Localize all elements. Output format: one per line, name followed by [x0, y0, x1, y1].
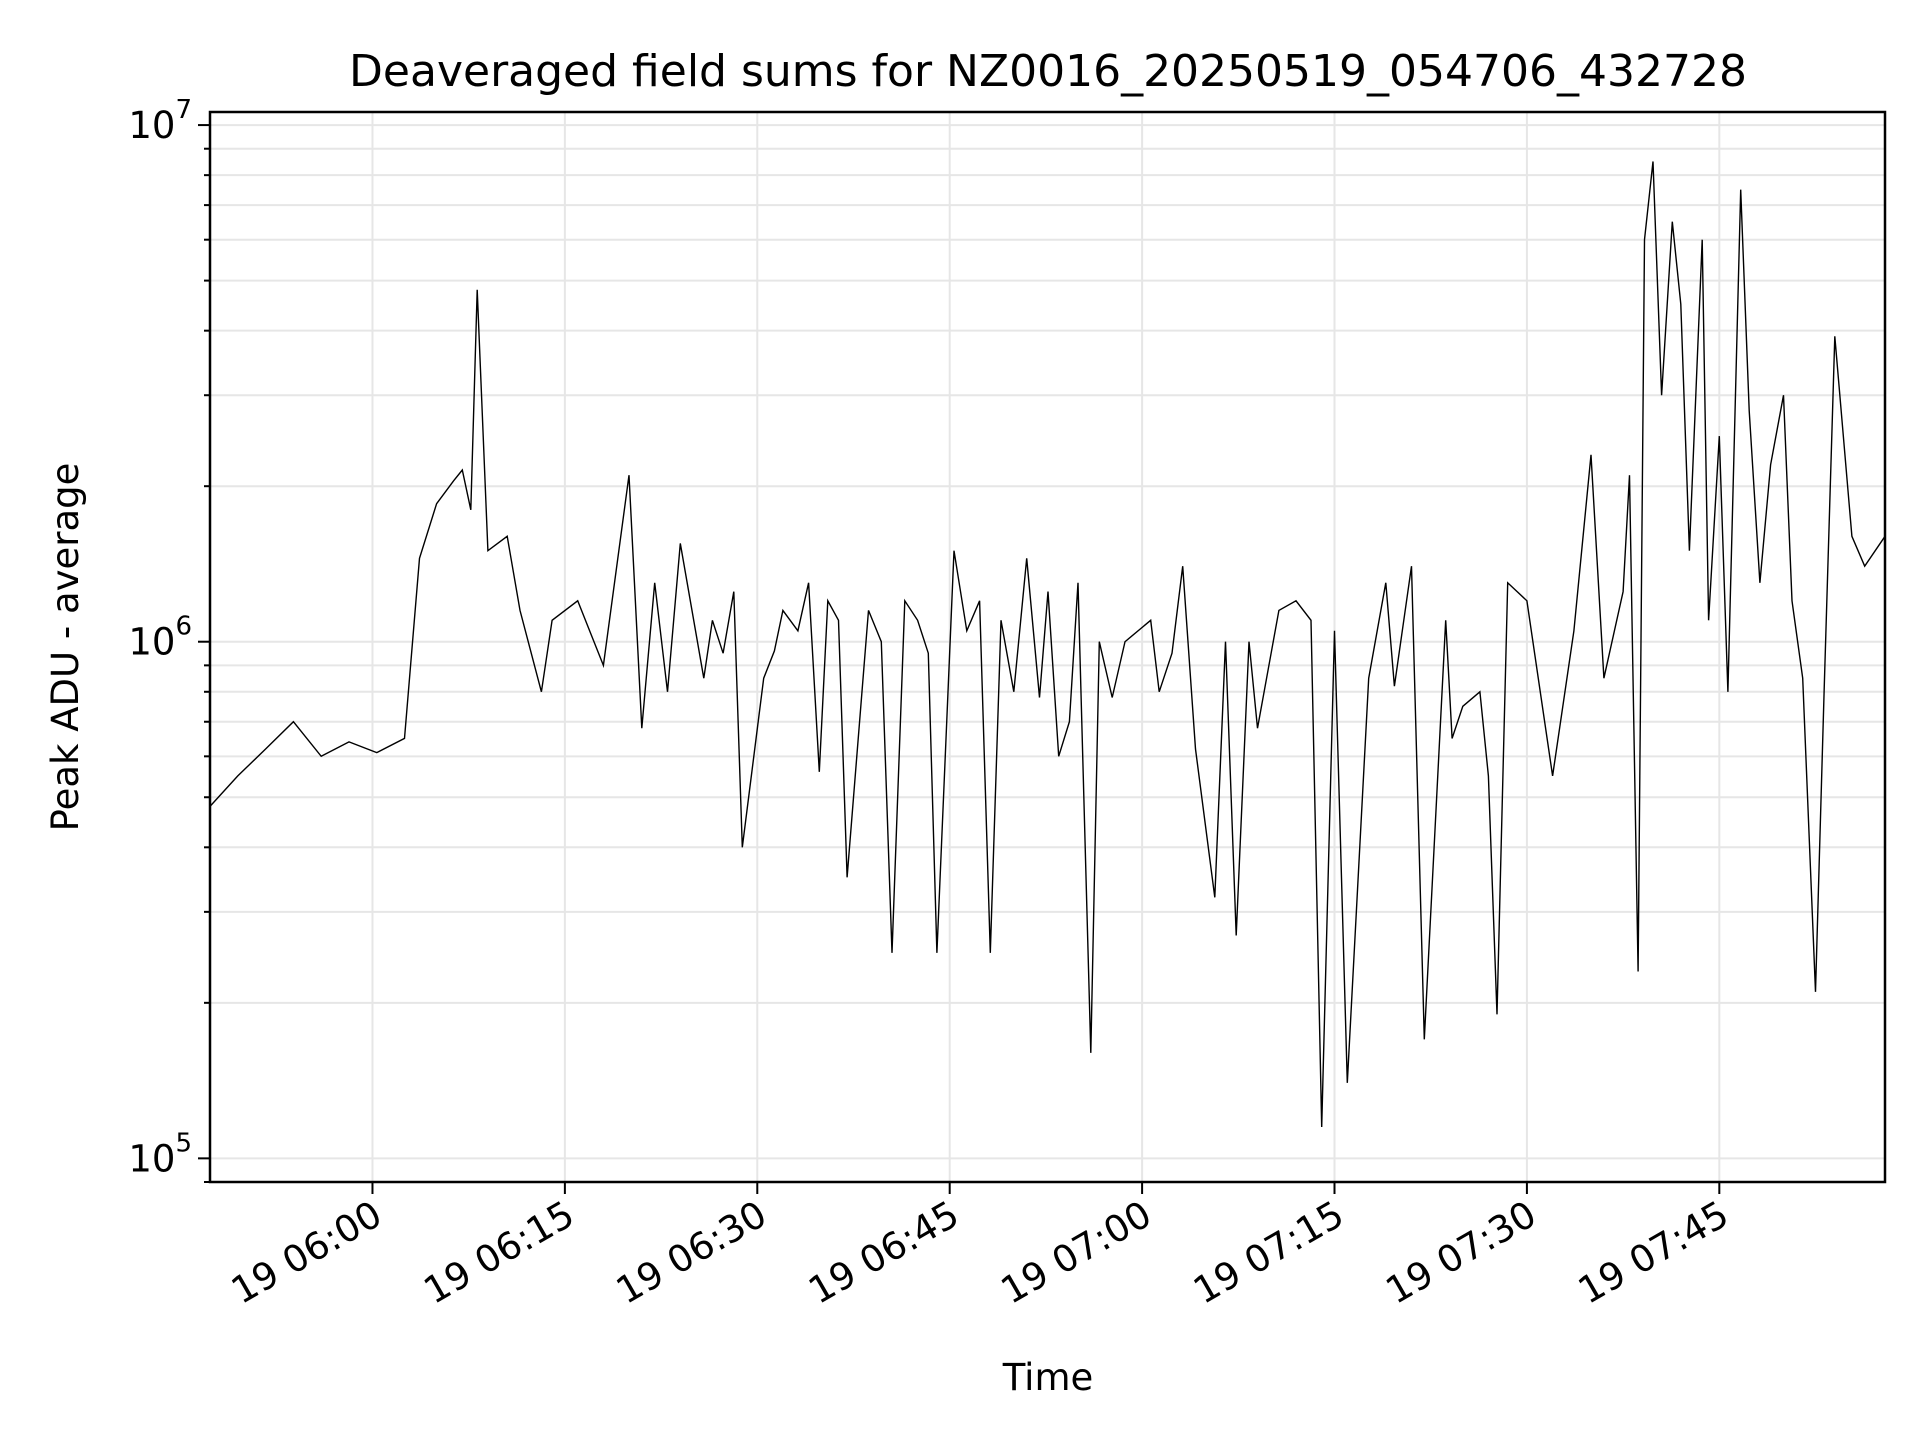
x-tick-label: 19 07:30	[1379, 1193, 1544, 1313]
x-tick-label: 19 07:45	[1571, 1193, 1736, 1313]
y-tick-exponent: 7	[175, 95, 192, 125]
y-tick-label: 106	[128, 612, 192, 664]
chart-title: Deaveraged field sums for NZ0016_2025051…	[349, 46, 1747, 97]
x-axis: 19 06:00 19 06:15 19 06:30 19 06:45 19 07:00…	[224, 1182, 1736, 1313]
y-tick-base: 10	[128, 621, 175, 664]
plot-frame	[208, 110, 1887, 1184]
x-axis-label: Time	[1002, 1356, 1094, 1399]
y-tick-label: 105	[128, 1128, 192, 1180]
x-tick-label: 19 06:15	[417, 1193, 582, 1313]
x-tick-label: 19 06:45	[801, 1193, 966, 1313]
grid	[210, 112, 1885, 1183]
x-tick-label: 19 06:30	[609, 1193, 774, 1313]
series-line	[209, 161, 1886, 1128]
y-tick-base: 10	[128, 1137, 175, 1180]
x-tick-label: 19 07:00	[994, 1193, 1159, 1313]
y-tick-exponent: 5	[175, 1128, 192, 1158]
y-axis-label: Peak ADU - average	[44, 463, 87, 832]
x-tick-label: 19 06:00	[224, 1193, 389, 1313]
y-tick-label: 107	[128, 95, 192, 147]
y-tick-base: 10	[128, 104, 175, 147]
x-tick-label: 19 07:15	[1186, 1193, 1351, 1313]
y-tick-exponent: 6	[175, 612, 192, 642]
